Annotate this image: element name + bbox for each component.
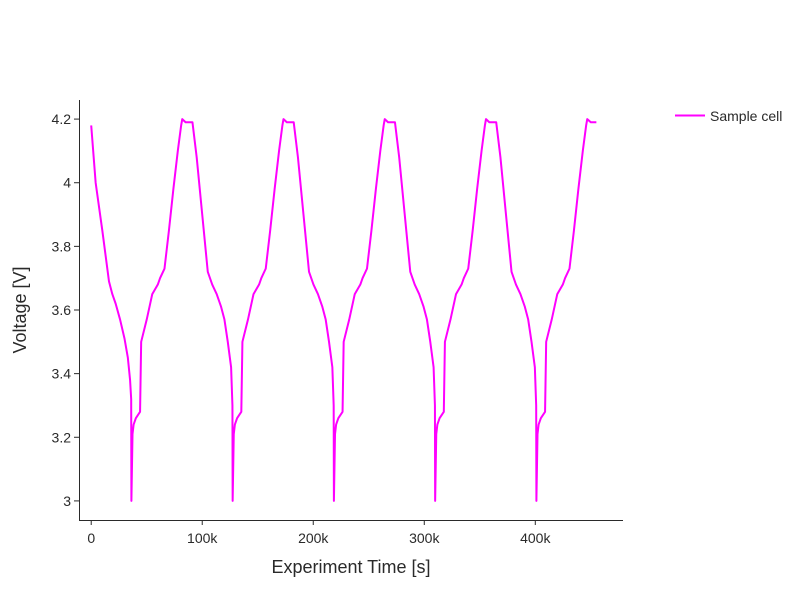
- series-layer: [90, 118, 597, 502]
- y-tick-label: 3.8: [52, 238, 72, 254]
- series-line-sample-cell: [90, 118, 597, 502]
- x-ticks: 0 100k 200k 300k 400k: [87, 520, 551, 546]
- x-tick-label: 300k: [409, 530, 440, 546]
- x-tick-label: 200k: [298, 530, 329, 546]
- y-tick-label: 4: [63, 175, 71, 191]
- x-axis-title: Experiment Time [s]: [271, 557, 430, 577]
- y-tick-label: 3: [63, 493, 71, 509]
- x-tick-label: 400k: [520, 530, 551, 546]
- legend-label-sample-cell: Sample cell: [710, 108, 782, 124]
- plot-area: 3 3.2 3.4 3.6 3.8 4 4.2 0 100k 200k 300k 400k: [52, 100, 623, 546]
- y-tick-label: 3.6: [52, 302, 72, 318]
- x-tick-label: 100k: [187, 530, 218, 546]
- y-ticks: 3 3.2 3.4 3.6 3.8 4 4.2: [52, 111, 79, 509]
- legend[interactable]: Sample cell: [675, 108, 782, 124]
- y-tick-label: 3.2: [52, 429, 72, 445]
- y-tick-label: 4.2: [52, 111, 72, 127]
- y-tick-label: 3.4: [52, 366, 72, 382]
- y-axis-title: Voltage [V]: [10, 266, 30, 353]
- x-tick-label: 0: [87, 530, 95, 546]
